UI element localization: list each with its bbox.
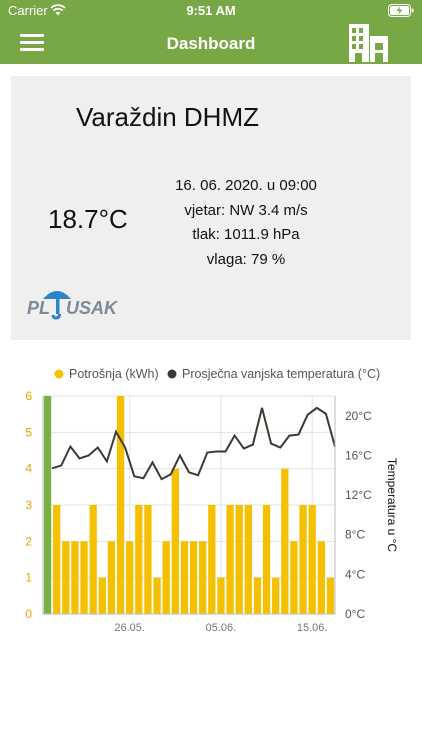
consumption-bar[interactable] bbox=[308, 505, 316, 614]
left-axis-tick: 5 bbox=[25, 425, 32, 439]
left-axis-tick: 0 bbox=[25, 607, 32, 621]
measurement-datetime: 16. 06. 2020. u 09:00 bbox=[175, 177, 317, 194]
consumption-bar[interactable] bbox=[98, 577, 106, 614]
right-axis-tick: 12°C bbox=[345, 488, 372, 502]
consumption-bar[interactable] bbox=[262, 505, 271, 614]
wind-value: vjetar: NW 3.4 m/s bbox=[184, 201, 308, 219]
consumption-bar[interactable] bbox=[299, 505, 307, 614]
consumption-bar[interactable] bbox=[71, 541, 79, 614]
weather-details: 16. 06. 2020. u 09:00 vjetar: NW 3.4 m/s… bbox=[166, 174, 326, 272]
consumption-bar[interactable] bbox=[80, 541, 88, 614]
temperature-series-line bbox=[51, 406, 336, 481]
legend-temperature-label: Prosječna vanjska temperatura (°C) bbox=[182, 367, 380, 381]
legend-consumption-label: Potrošnja (kWh) bbox=[69, 367, 159, 381]
consumption-bar[interactable] bbox=[290, 541, 298, 614]
hamburger-menu-icon[interactable] bbox=[20, 33, 44, 53]
temperature-line bbox=[51, 406, 336, 481]
legend-temperature-swatch bbox=[167, 369, 177, 379]
consumption-bar[interactable] bbox=[272, 577, 280, 614]
consumption-bar[interactable] bbox=[180, 541, 189, 614]
x-axis-tick: 05.06. bbox=[206, 622, 237, 634]
left-axis-tick: 3 bbox=[25, 498, 32, 512]
consumption-bar[interactable] bbox=[281, 468, 289, 614]
right-axis-tick: 4°C bbox=[345, 567, 365, 581]
battery-charging-icon bbox=[388, 4, 414, 17]
left-axis-tick: 2 bbox=[25, 534, 32, 548]
page-title: Dashboard bbox=[166, 34, 256, 53]
right-axis-tick: 16°C bbox=[345, 448, 372, 462]
x-axis-tick: 15.06. bbox=[297, 622, 328, 634]
current-temperature: 18.7°C bbox=[48, 204, 128, 234]
consumption-bar[interactable] bbox=[135, 505, 143, 614]
consumption-bar[interactable] bbox=[116, 396, 125, 614]
pljusak-logo: PL USAK bbox=[27, 291, 119, 320]
consumption-bar[interactable] bbox=[107, 541, 116, 614]
consumption-bar[interactable] bbox=[189, 541, 198, 614]
consumption-bar[interactable] bbox=[317, 541, 325, 614]
consumption-bar[interactable] bbox=[153, 577, 161, 614]
consumption-bar[interactable] bbox=[217, 577, 225, 614]
consumption-bar[interactable] bbox=[144, 505, 152, 614]
chart-legend: Potrošnja (kWh) Prosječna vanjska temper… bbox=[54, 367, 380, 381]
consumption-bar[interactable] bbox=[235, 505, 243, 614]
right-axis-tick: 0°C bbox=[345, 607, 365, 621]
consumption-bar[interactable] bbox=[208, 505, 216, 614]
svg-text:USAK: USAK bbox=[66, 298, 119, 318]
clock: 9:51 AM bbox=[186, 3, 236, 18]
carrier-label: Carrier bbox=[8, 3, 48, 18]
consumption-temperature-chart: Potrošnja (kWh) Prosječna vanjska temper… bbox=[25, 367, 399, 634]
consumption-bar[interactable] bbox=[162, 541, 170, 614]
svg-text:PL: PL bbox=[27, 298, 50, 318]
consumption-bar[interactable] bbox=[43, 396, 52, 614]
consumption-bar[interactable] bbox=[89, 505, 97, 614]
consumption-bar[interactable] bbox=[53, 505, 61, 614]
consumption-bar[interactable] bbox=[171, 468, 179, 614]
station-card: Varaždin DHMZ 18.7°C 16. 06. 2020. u 09:… bbox=[11, 76, 411, 340]
right-axis-tick: 8°C bbox=[345, 528, 365, 542]
building-icon[interactable] bbox=[348, 24, 390, 64]
consumption-bar[interactable] bbox=[326, 577, 335, 614]
chart-axes: 0 1 2 3 4 5 6 0°C 4°C 8°C 12°C 16°C 20°C 26.05. 05.06.… bbox=[25, 389, 372, 634]
station-name: Varaždin DHMZ bbox=[76, 102, 260, 132]
x-axis-tick: 26.05. bbox=[114, 622, 145, 634]
legend-consumption-swatch bbox=[54, 369, 64, 379]
humidity-value: vlaga: 79 % bbox=[206, 250, 286, 268]
consumption-bar[interactable] bbox=[199, 541, 207, 614]
left-axis-tick: 6 bbox=[25, 389, 32, 403]
status-bar: Carrier 9:51 AM bbox=[0, 0, 422, 22]
consumption-bar[interactable] bbox=[226, 505, 234, 614]
wifi-icon bbox=[50, 4, 66, 16]
consumption-bar[interactable] bbox=[126, 541, 134, 614]
consumption-bar[interactable] bbox=[244, 505, 252, 614]
left-axis-tick: 4 bbox=[25, 462, 32, 476]
right-axis-label: Temperatura u °C bbox=[385, 458, 399, 553]
consumption-bars bbox=[43, 396, 335, 614]
navigation-bar: Dashboard bbox=[0, 22, 422, 64]
consumption-bar[interactable] bbox=[253, 577, 262, 614]
consumption-bar[interactable] bbox=[62, 541, 70, 614]
left-axis-tick: 1 bbox=[25, 571, 32, 585]
pressure-value: tlak: 1011.9 hPa bbox=[192, 226, 300, 243]
right-axis-tick: 20°C bbox=[345, 409, 372, 423]
